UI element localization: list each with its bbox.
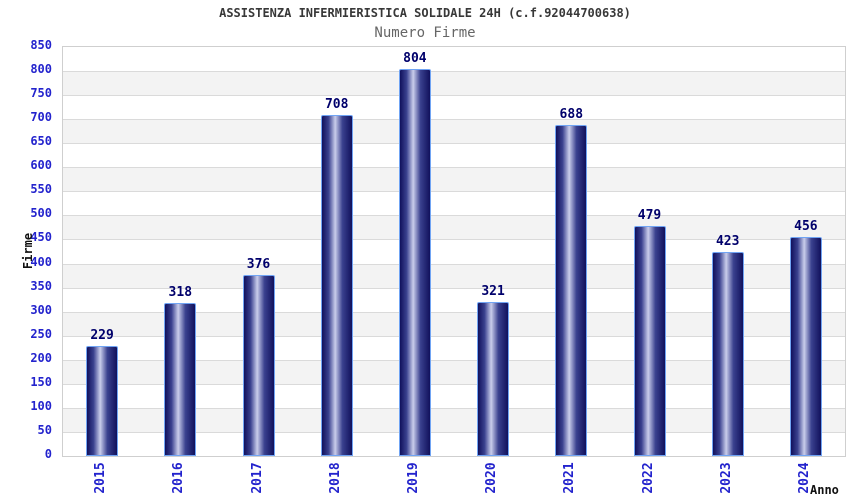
y-tick-label: 600 bbox=[30, 158, 52, 173]
x-axis-title: Anno bbox=[810, 483, 839, 497]
gridline bbox=[63, 167, 845, 169]
bar-value-label: 318 bbox=[168, 285, 193, 300]
y-tick-label: 450 bbox=[30, 230, 52, 245]
bar-value-label: 708 bbox=[324, 97, 349, 113]
gridline bbox=[63, 239, 845, 241]
bar-value-label: 376 bbox=[246, 257, 271, 273]
bar-2020 bbox=[477, 301, 510, 456]
y-tick-label: 800 bbox=[30, 62, 52, 77]
bar-2023 bbox=[711, 252, 744, 456]
x-tick-label: 2019 bbox=[405, 462, 421, 494]
x-tick-label: 2021 bbox=[562, 462, 578, 494]
x-tick-label: 2022 bbox=[640, 462, 656, 494]
bar-2017 bbox=[242, 275, 275, 456]
plot-band bbox=[63, 143, 845, 168]
bar-value-label: 804 bbox=[403, 51, 427, 67]
gridline bbox=[63, 71, 845, 73]
bar-value-label: 423 bbox=[715, 234, 740, 250]
bar-2018 bbox=[320, 115, 353, 456]
plot-band bbox=[63, 167, 845, 192]
bar-value-label: 688 bbox=[559, 106, 584, 122]
gridline bbox=[63, 215, 845, 217]
plot-band bbox=[63, 47, 845, 72]
plot-band bbox=[63, 215, 845, 240]
y-tick-label: 350 bbox=[30, 278, 52, 293]
bar-2022 bbox=[633, 225, 666, 456]
x-tick-label: 2020 bbox=[484, 462, 500, 494]
gridline bbox=[63, 407, 845, 409]
y-tick-label: 50 bbox=[37, 422, 52, 437]
gridline bbox=[63, 95, 845, 97]
bar-2015 bbox=[86, 345, 119, 456]
gridline bbox=[63, 431, 845, 433]
y-tick-label: 300 bbox=[30, 302, 52, 317]
y-tick-label: 850 bbox=[30, 38, 52, 52]
x-tick-label: 2023 bbox=[718, 462, 734, 494]
plot-band bbox=[63, 71, 845, 96]
bar-2016 bbox=[164, 303, 197, 456]
y-tick-label: 100 bbox=[30, 398, 52, 413]
x-tick-label: 2018 bbox=[327, 462, 343, 494]
chart-subtitle: Numero Firme bbox=[374, 25, 476, 41]
bar-value-label: 229 bbox=[90, 327, 114, 343]
x-tick-label: 2017 bbox=[249, 462, 265, 494]
gridline bbox=[63, 335, 845, 337]
plot-area: 229 318 376 708 804 321 688 479 423 456 bbox=[62, 46, 846, 457]
y-tick-label: 200 bbox=[30, 350, 52, 365]
gridline bbox=[63, 119, 845, 121]
y-tick-label: 500 bbox=[30, 206, 52, 221]
y-tick-label: 700 bbox=[30, 110, 52, 125]
gridline bbox=[63, 359, 845, 361]
bar-value-label: 479 bbox=[637, 207, 662, 223]
bar-2024 bbox=[789, 236, 822, 456]
gridline bbox=[63, 143, 845, 145]
gridline bbox=[63, 263, 845, 265]
bar-2019 bbox=[398, 69, 431, 456]
y-tick-label: 0 bbox=[44, 447, 52, 461]
y-tick-label: 250 bbox=[30, 326, 52, 341]
gridline bbox=[63, 191, 845, 193]
gridline bbox=[63, 383, 845, 385]
gridline bbox=[63, 311, 845, 313]
y-tick-label: 400 bbox=[30, 254, 52, 269]
bar-2021 bbox=[555, 124, 588, 456]
y-axis-title: Firme bbox=[21, 232, 35, 270]
x-tick-label: 2016 bbox=[171, 462, 187, 494]
plot-band bbox=[63, 191, 845, 216]
y-tick-label: 150 bbox=[30, 374, 52, 389]
plot-band bbox=[63, 119, 845, 144]
chart-title: ASSISTENZA INFERMIERISTICA SOLIDALE 24H … bbox=[219, 6, 631, 20]
x-tick-label: 2015 bbox=[93, 462, 109, 494]
y-tick-label: 750 bbox=[30, 86, 52, 101]
y-tick-label: 650 bbox=[30, 134, 52, 149]
bar-value-label: 321 bbox=[481, 283, 505, 299]
plot-band bbox=[63, 95, 845, 120]
bar-value-label: 456 bbox=[794, 218, 818, 234]
y-tick-label: 550 bbox=[30, 182, 52, 197]
gridline bbox=[63, 287, 845, 289]
